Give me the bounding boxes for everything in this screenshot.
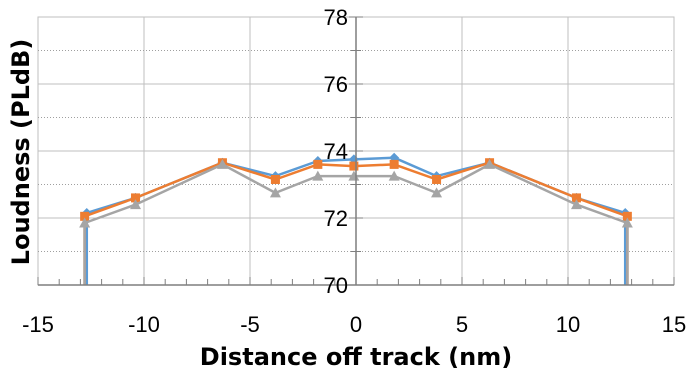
data-point (269, 187, 281, 198)
y-tick-label: 78 (324, 5, 348, 30)
data-point (389, 159, 399, 169)
x-tick-label: -15 (22, 312, 54, 337)
data-point (621, 217, 633, 228)
x-tick-label: 5 (456, 312, 468, 337)
x-tick-label: 10 (556, 312, 580, 337)
y-tick-label: 70 (324, 273, 348, 298)
data-point (270, 174, 280, 184)
data-point (484, 158, 496, 169)
data-point (432, 174, 442, 184)
data-point (79, 217, 91, 228)
data-point (312, 170, 324, 181)
data-point (431, 187, 443, 198)
data-point (216, 158, 228, 169)
y-tick-label: 72 (324, 206, 348, 231)
data-point (131, 193, 141, 203)
axes (37, 16, 675, 286)
x-tick-label: 15 (662, 312, 686, 337)
data-point (80, 211, 90, 221)
data-point (130, 199, 142, 210)
data-point (570, 199, 582, 210)
data-point (388, 170, 400, 181)
data-point (571, 193, 581, 203)
y-tick-label: 76 (324, 72, 348, 97)
x-tick-label: -5 (240, 312, 260, 337)
tick-labels: -15 -10 -5 0 5 10 15 70 72 74 76 78 (22, 5, 686, 337)
data-point (349, 161, 359, 171)
data-point (622, 211, 632, 221)
x-tick-label: 0 (350, 312, 362, 337)
y-tick-label: 74 (324, 139, 348, 164)
y-axis-title: Loudness (PLdB) (7, 39, 35, 266)
x-axis-title: Distance off track (nm) (200, 343, 512, 371)
data-point (313, 159, 323, 169)
x-tick-label: -10 (128, 312, 160, 337)
